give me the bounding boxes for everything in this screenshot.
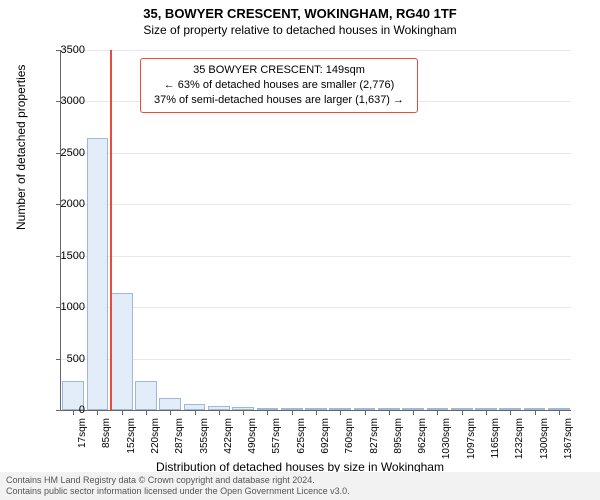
info-line-3: 37% of semi-detached houses are larger (… [149,93,409,108]
y-tick-label: 1500 [45,250,85,262]
x-tick-mark [559,410,560,415]
x-tick-label: 220sqm [150,418,161,454]
x-tick-label: 287sqm [174,418,185,454]
x-tick-mark [462,410,463,415]
chart-subtitle: Size of property relative to detached ho… [0,21,600,41]
x-tick-label: 1232sqm [514,418,525,459]
x-tick-label: 85sqm [101,418,112,448]
y-tick-label: 0 [45,404,85,416]
x-tick-mark [243,410,244,415]
histogram-bar [135,381,157,410]
footer-line-2: Contains public sector information licen… [6,486,594,497]
x-tick-mark [535,410,536,415]
chart-title: 35, BOWYER CRESCENT, WOKINGHAM, RG40 1TF [0,0,600,21]
info-line-2: ← 63% of detached houses are smaller (2,… [149,78,409,93]
x-tick-mark [316,410,317,415]
grid-line [61,256,571,257]
grid-line [61,307,571,308]
x-tick-label: 1165sqm [490,418,501,458]
x-tick-mark [413,410,414,415]
grid-line [61,359,571,360]
y-tick-label: 3000 [45,95,85,107]
x-tick-label: 760sqm [344,418,355,454]
chart-container: 35, BOWYER CRESCENT, WOKINGHAM, RG40 1TF… [0,0,600,500]
x-tick-mark [389,410,390,415]
y-tick-label: 1000 [45,301,85,313]
x-tick-label: 625sqm [296,418,307,454]
x-tick-label: 1030sqm [441,418,452,459]
x-tick-mark [510,410,511,415]
x-tick-mark [146,410,147,415]
x-tick-mark [437,410,438,415]
x-tick-mark [195,410,196,415]
y-tick-label: 500 [45,353,85,365]
histogram-bar [159,398,181,410]
grid-line [61,153,571,154]
x-tick-label: 1367sqm [563,418,574,459]
x-tick-label: 490sqm [247,418,258,454]
x-tick-mark [267,410,268,415]
x-tick-label: 1097sqm [466,418,477,459]
x-tick-label: 152sqm [126,418,137,454]
x-tick-label: 1300sqm [539,418,550,459]
x-tick-mark [97,410,98,415]
y-tick-label: 2500 [45,147,85,159]
footer-line-1: Contains HM Land Registry data © Crown c… [6,475,594,486]
x-tick-label: 422sqm [223,418,234,454]
x-tick-mark [486,410,487,415]
chart-area: 17sqm85sqm152sqm220sqm287sqm355sqm422sqm… [60,50,570,410]
info-line-1: 35 BOWYER CRESCENT: 149sqm [149,63,409,78]
x-tick-label: 557sqm [271,418,282,454]
footer: Contains HM Land Registry data © Crown c… [0,472,600,500]
x-tick-mark [365,410,366,415]
y-axis-label: Number of detached properties [14,65,28,230]
histogram-bar [111,293,133,410]
x-tick-mark [122,410,123,415]
x-tick-label: 692sqm [320,418,331,454]
grid-line [61,204,571,205]
x-tick-label: 895sqm [393,418,404,454]
x-tick-mark [170,410,171,415]
highlight-marker [110,50,112,410]
x-tick-label: 962sqm [417,418,428,454]
x-tick-mark [292,410,293,415]
x-tick-mark [340,410,341,415]
x-tick-label: 827sqm [369,418,380,454]
x-tick-label: 355sqm [199,418,210,454]
info-box: 35 BOWYER CRESCENT: 149sqm ← 63% of deta… [140,58,418,113]
y-tick-label: 2000 [45,198,85,210]
x-tick-mark [219,410,220,415]
grid-line [61,50,571,51]
x-tick-label: 17sqm [77,418,88,448]
y-tick-label: 3500 [45,44,85,56]
histogram-bar [87,138,109,410]
